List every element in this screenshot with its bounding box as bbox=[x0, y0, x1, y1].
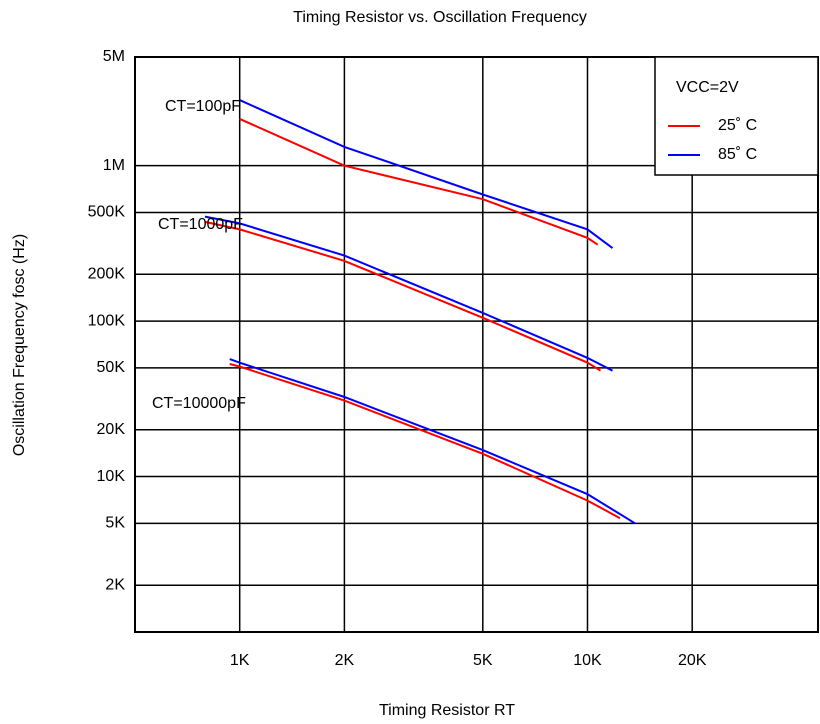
line-series bbox=[229, 363, 621, 520]
x-axis-label: Timing Resistor RT bbox=[379, 702, 515, 719]
y-tick-label: 50K bbox=[97, 359, 126, 376]
y-tick-label: 500K bbox=[88, 204, 126, 221]
chart-title: Timing Resistor vs. Oscillation Frequenc… bbox=[293, 9, 587, 26]
y-tick-label: 200K bbox=[88, 266, 126, 283]
line-series bbox=[239, 117, 599, 246]
legend-label: 25˚ C bbox=[718, 117, 757, 134]
y-axis-label: Oscillation Frequency fosc (Hz) bbox=[11, 234, 28, 456]
y-tick-label: 5M bbox=[103, 48, 125, 65]
y-tick-label: 2K bbox=[105, 576, 125, 593]
y-tick-label: 5K bbox=[105, 515, 125, 532]
y-tick-label: 20K bbox=[97, 421, 126, 438]
x-tick-label: 2K bbox=[335, 652, 355, 669]
x-tick-label: 5K bbox=[473, 652, 493, 669]
line-series bbox=[229, 358, 636, 525]
annotation: CT=100pF bbox=[165, 98, 241, 115]
y-tick-label: 10K bbox=[97, 468, 126, 485]
legend-title: VCC=2V bbox=[676, 79, 739, 96]
x-tick-label: 10K bbox=[573, 652, 602, 669]
annotation: CT=10000pF bbox=[152, 395, 246, 412]
line-series bbox=[204, 215, 613, 372]
x-tick-label: 1K bbox=[230, 652, 250, 669]
x-tick-label: 20K bbox=[678, 652, 707, 669]
line-series bbox=[239, 99, 614, 249]
annotation: CT=1000pF bbox=[158, 216, 243, 233]
y-tick-label: 1M bbox=[103, 157, 125, 174]
y-tick-label: 100K bbox=[88, 312, 126, 329]
line-series bbox=[204, 220, 602, 372]
plot-frame bbox=[134, 56, 819, 633]
legend-label: 85˚ C bbox=[718, 146, 757, 163]
